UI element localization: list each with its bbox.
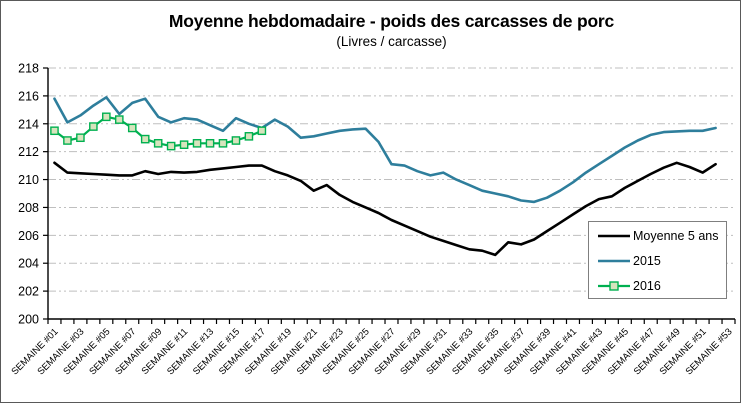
- series-2016: [50, 112, 267, 151]
- series-2016-marker: [50, 126, 59, 136]
- series-2016-marker: [102, 112, 111, 122]
- series-2015-line: [53, 96, 717, 204]
- series-2016-marker: [179, 140, 189, 149]
- series-2016-marker: [192, 138, 202, 148]
- legend-label-2016: 2016: [633, 279, 661, 293]
- legend-item-moyenne-5-ans: Moyenne 5 ans: [597, 225, 726, 247]
- axes: [43, 67, 736, 324]
- series-2016-marker: [257, 126, 267, 136]
- series-2015: [53, 96, 717, 204]
- legend-item-2016: 2016: [597, 275, 726, 297]
- y-axis-label: 210: [18, 173, 39, 187]
- y-axis-label: 200: [18, 313, 39, 327]
- y-axis-label: 202: [18, 285, 39, 299]
- y-axis-label: 208: [18, 201, 39, 215]
- y-axis-label: 218: [18, 62, 39, 76]
- legend-label-2015: 2015: [633, 254, 661, 268]
- series-2016-marker: [218, 138, 228, 148]
- x-axis-label: SEMAINE #53: [684, 326, 735, 377]
- series-2016-marker: [140, 134, 150, 144]
- series-2016-marker: [127, 123, 137, 133]
- y-axis-labels: 200 202 204 206 208 210 212 214 216 218: [18, 62, 39, 327]
- y-axis-label: 206: [18, 229, 39, 243]
- series-moyenne-5-ans: [53, 161, 717, 257]
- series-2016-marker: [63, 136, 72, 145]
- legend-label-moyenne-5-ans: Moyenne 5 ans: [633, 229, 719, 243]
- series-2016-marker: [153, 138, 163, 148]
- series-2016-marker: [76, 133, 85, 143]
- chart-title: Moyenne hebdomadaire - poids des carcass…: [168, 11, 615, 31]
- y-axis-label: 212: [18, 145, 39, 159]
- series-2016-marker: [231, 136, 241, 145]
- series-2016-marker: [205, 138, 215, 148]
- legend-item-2015: 2015: [597, 250, 726, 272]
- y-axis-label: 216: [18, 89, 39, 103]
- line-2016-icon: [598, 281, 630, 291]
- legend: Moyenne 5 ans 2015 2016: [588, 221, 727, 299]
- series-2016-marker: [244, 132, 254, 141]
- series-moyenne-5-ans-line: [53, 161, 717, 257]
- series-2016-marker: [166, 141, 176, 151]
- y-axis-label: 214: [18, 117, 39, 131]
- y-axis-label: 204: [18, 257, 39, 271]
- series-2016-marker: [114, 115, 124, 124]
- line-2015-icon: [598, 259, 630, 263]
- moyenne-5-ans-line-icon: [598, 234, 630, 238]
- series-2016-marker: [89, 122, 98, 131]
- chart-subtitle: (Livres / carcasse): [336, 34, 447, 49]
